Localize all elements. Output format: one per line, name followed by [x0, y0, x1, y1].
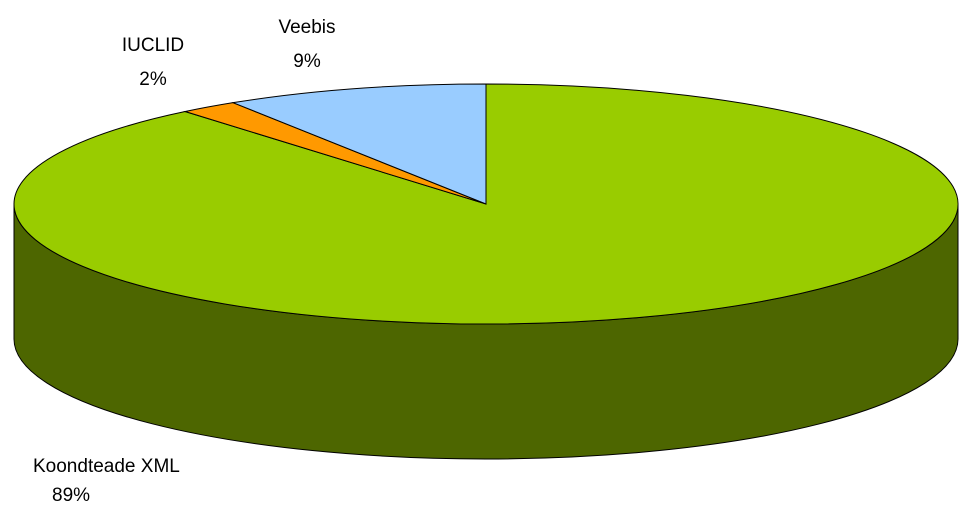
pie-slice [231, 83, 487, 205]
slice-value-label: 9% [293, 51, 321, 72]
slice-label: Koondteade XML [33, 456, 180, 477]
slice-label: Veebis [278, 17, 335, 38]
slice-value-label: 2% [139, 69, 167, 90]
slice-label: IUCLID [122, 35, 184, 56]
slice-value-label: 89% [52, 485, 90, 505]
